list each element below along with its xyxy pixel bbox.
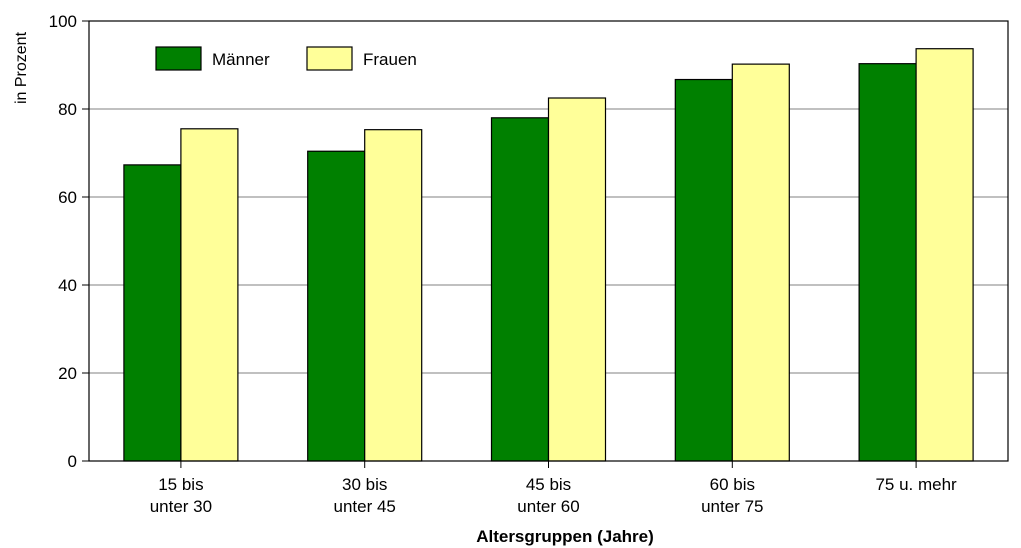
x-category-label: 45 bis — [526, 475, 571, 494]
legend-label-1: Frauen — [363, 50, 417, 69]
bar-m-nner-4 — [858, 63, 917, 462]
bar-m-nner-3 — [674, 78, 733, 462]
y-tick-label: 0 — [68, 452, 77, 471]
y-tick-label: 60 — [58, 188, 77, 207]
bar-frauen-0 — [180, 128, 239, 462]
y-tick-labels: 0 20 40 60 80 100 — [49, 12, 77, 471]
bar-frauen-3 — [731, 63, 790, 462]
bar-m-nner-2 — [490, 117, 550, 462]
x-category-labels: 15 bis unter 30 30 bis unter 45 45 bis unter … — [150, 475, 957, 516]
bar-frauen-2 — [547, 97, 607, 462]
y-tick-label: 100 — [49, 12, 77, 31]
y-tick-label: 40 — [58, 276, 77, 295]
x-category-label: 30 bis — [342, 475, 387, 494]
bar-m-nner-0 — [123, 164, 182, 462]
x-category-label: 60 bis — [710, 475, 755, 494]
bar-frauen-1 — [364, 129, 423, 462]
bars — [123, 48, 974, 462]
bar-m-nner-1 — [307, 150, 366, 462]
x-category-label: unter 75 — [701, 497, 763, 516]
legend: Männer Frauen — [155, 46, 417, 71]
x-category-label: 15 bis — [158, 475, 203, 494]
y-axis-title: in Prozent — [13, 31, 30, 104]
legend-label-0: Männer — [212, 50, 270, 69]
y-tick-label: 20 — [58, 364, 77, 383]
axes — [82, 20, 1009, 468]
legend-swatch-1 — [306, 46, 353, 71]
y-tick-label: 80 — [58, 100, 77, 119]
x-category-label: unter 45 — [334, 497, 396, 516]
bar-frauen-4 — [915, 48, 974, 462]
legend-swatch-0 — [155, 46, 202, 71]
x-category-label: unter 60 — [517, 497, 579, 516]
x-category-label: 75 u. mehr — [875, 475, 957, 494]
x-axis-title: Altersgruppen (Jahre) — [476, 527, 654, 546]
x-category-label: unter 30 — [150, 497, 212, 516]
